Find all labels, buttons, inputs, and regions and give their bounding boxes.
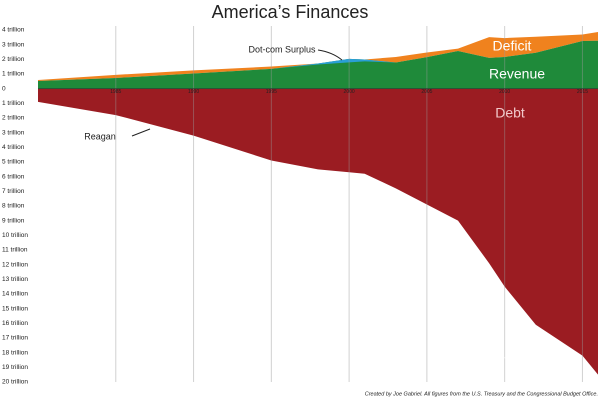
y-tick-label: 13 trillion <box>2 276 28 283</box>
y-tick-label: 4 trillion <box>2 27 25 34</box>
x-tick-label: 1990 <box>188 89 199 95</box>
annotation: Obama <box>485 354 515 364</box>
annotation: GHW Bush <box>137 150 182 160</box>
y-tick-label: 1 trillion <box>2 71 25 78</box>
annotation-arrow <box>317 49 343 61</box>
y-tick-label: 18 trillion <box>2 349 28 356</box>
y-tick-label: 11 trillion <box>2 247 28 254</box>
series-label: Revenue <box>489 66 545 82</box>
y-tick-label: 2 trillion <box>2 115 25 122</box>
x-tick-label: 2000 <box>344 89 355 95</box>
annotation-arrow <box>195 149 223 157</box>
y-tick-label: 5 trillion <box>2 159 25 166</box>
chart-title: America’s Finances <box>212 2 369 22</box>
area <box>38 40 598 89</box>
y-tick-label: 14 trillion <box>2 291 28 298</box>
annotation-arrow <box>527 359 567 365</box>
annotation: Clinton <box>284 176 312 186</box>
annotation: Reagan <box>84 131 116 141</box>
y-tick-label: 7 trillion <box>2 188 25 195</box>
y-tick-label: 3 trillion <box>2 41 25 48</box>
annotation-arrow <box>317 175 341 183</box>
series-label: Debt <box>495 105 525 121</box>
annotation: Dot-com Surplus <box>248 44 316 54</box>
x-tick-label: 2005 <box>421 89 432 95</box>
y-tick-label: 1 trillion <box>2 100 25 107</box>
y-tick-label: 4 trillion <box>2 144 25 151</box>
y-tick-label: 6 trillion <box>2 173 25 180</box>
annotation-arrow <box>131 128 151 137</box>
area <box>38 32 598 82</box>
y-tick-label: 17 trillion <box>2 335 28 342</box>
y-tick-label: 20 trillion <box>2 379 28 386</box>
y-tick-label: 2 trillion <box>2 56 25 63</box>
y-tick-label: 0 <box>2 85 6 92</box>
y-tick-label: 16 trillion <box>2 320 28 327</box>
y-tick-label: 19 trillion <box>2 364 28 371</box>
y-tick-label: 12 trillion <box>2 261 28 268</box>
credit: Created by Joe Gabriel. All figures from… <box>365 391 598 397</box>
series-label: Deficit <box>493 38 532 54</box>
x-tick-label: 1995 <box>266 89 277 95</box>
area <box>38 88 598 375</box>
x-tick-label: 1985 <box>110 89 121 95</box>
y-tick-label: 3 trillion <box>2 129 25 136</box>
y-tick-label: 10 trillion <box>2 232 28 239</box>
y-tick-label: 15 trillion <box>2 305 28 312</box>
annotation: GW Bush <box>385 240 424 250</box>
x-tick-label: 2015 <box>577 89 588 95</box>
y-tick-label: 8 trillion <box>2 203 25 210</box>
y-tick-label: 9 trillion <box>2 217 25 224</box>
x-tick-label: 2010 <box>499 89 510 95</box>
annotation-arrow <box>429 237 466 247</box>
